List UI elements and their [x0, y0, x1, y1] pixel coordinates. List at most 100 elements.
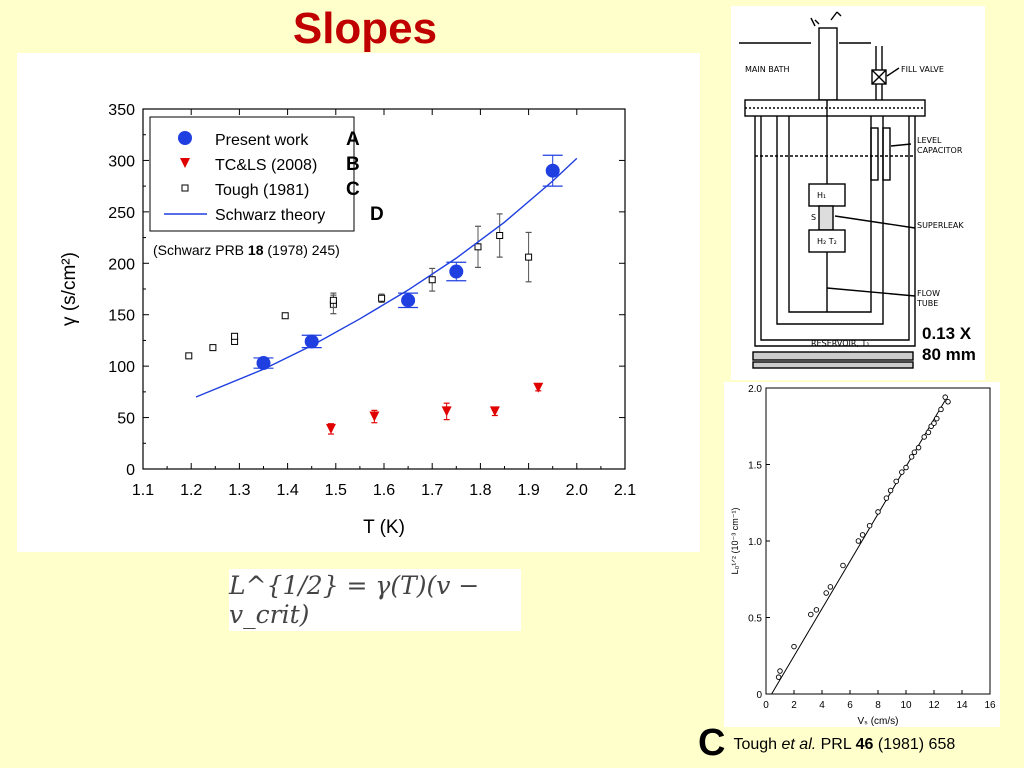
flow-y-tick-label: 0.5 [748, 614, 762, 625]
flow-data-point [899, 469, 905, 475]
flow-x-tick-label: 0 [763, 700, 769, 711]
data-point-square [474, 243, 482, 251]
slide-title: Slopes [292, 4, 438, 53]
flow-x-axis-label: Vₛ (cm/s) [858, 716, 899, 727]
data-point-square [428, 276, 436, 284]
y-tick-label: 300 [108, 153, 135, 170]
x-tick-label: 2.1 [614, 482, 636, 499]
flow-data-point [823, 590, 829, 596]
flow-chart: 0 2 4 6 8 10 12 14 16 0 0.5 1.0 1.5 2.0 Vₛ (cm/s) L₀¹ᐟ²… [730, 384, 996, 727]
label-h1: H₁ [817, 191, 826, 200]
flow-data-point [903, 464, 909, 471]
flow-y-tick-label: 2.0 [748, 384, 762, 395]
label-reservoir: RESERVOIR, T₁ [811, 339, 870, 348]
label-level: LEVEL [917, 136, 942, 145]
data-point-square [281, 312, 289, 320]
label-h2-t2: H₂ T₂ [817, 237, 837, 246]
legend-label: TC&LS (2008) [215, 157, 317, 174]
formula-box: L^{1/2} = γ(T)(v − v_crit) [229, 569, 521, 631]
flow-x-tick-label: 14 [956, 700, 968, 711]
label-tube: TUBE [916, 299, 938, 308]
y-tick-label: 350 [108, 102, 135, 119]
legend-marker [181, 184, 189, 192]
legend-label: Present work [215, 132, 309, 149]
data-point-square [329, 296, 337, 304]
flow-data-point [938, 406, 944, 413]
label-fill-valve: FILL VALVE [901, 65, 944, 74]
scale-label-line2: 80 mm [922, 345, 976, 364]
x-tick-label: 1.3 [228, 482, 250, 499]
flow-y-tick-label: 1.5 [748, 461, 762, 472]
x-tick-label: 1.1 [132, 482, 154, 499]
x-axis-label: T (K) [363, 517, 405, 538]
flow-data-point [855, 538, 862, 544]
flow-plot-frame [765, 387, 991, 695]
flow-data-point [893, 478, 899, 485]
flow-data-point [934, 415, 940, 422]
flow-chart-panel: 0 2 4 6 8 10 12 14 16 0 0.5 1.0 1.5 2.0 Vₛ (cm/s) L₀¹ᐟ²… [724, 382, 1000, 727]
schwarz-theory-line [195, 157, 578, 398]
y-tick-label: 100 [108, 359, 135, 376]
legend-tag: C [346, 179, 360, 200]
flow-data-point [866, 522, 873, 529]
y-tick-label: 250 [108, 205, 135, 222]
x-tick-label: 1.5 [325, 482, 347, 499]
data-point-square [496, 232, 504, 240]
data-point-square [209, 344, 217, 352]
label-main-bath: MAIN BATH [745, 65, 790, 74]
y-tick-label: 150 [108, 308, 135, 325]
main-chart-panel: 1.1 1.2 1.3 1.4 1.5 1.6 1.7 1.8 1.9 2.0 2.1 0 50 100 1… [17, 53, 700, 552]
flow-data-point [908, 454, 915, 460]
flow-data-point [911, 449, 918, 456]
legend-tag: A [346, 129, 360, 150]
label-flow: FLOW [917, 289, 940, 298]
flow-data-point [915, 444, 922, 451]
flow-data-point [875, 509, 881, 515]
data-point-square [378, 294, 386, 302]
x-tick-label: 1.9 [517, 482, 539, 499]
legend-label: Schwarz theory [215, 207, 325, 224]
data-point-square [231, 332, 239, 340]
flow-data-point [775, 674, 782, 680]
scale-label: 0.13 X 80 mm [922, 323, 976, 365]
flow-data-point [791, 643, 797, 650]
reference-volume: 18 [248, 242, 264, 258]
legend-marker [178, 131, 192, 145]
label-superleak: SUPERLEAK [917, 221, 964, 230]
flow-x-tick-label: 12 [928, 700, 940, 711]
data-point-square [525, 253, 533, 261]
x-tick-label: 1.4 [276, 482, 298, 499]
data-point-triangle [441, 406, 452, 417]
label-s: S [811, 213, 816, 222]
flow-x-tick-label: 4 [819, 700, 825, 711]
data-point-triangle [533, 382, 544, 393]
flow-data-point [925, 429, 932, 436]
data-point-circle [304, 334, 319, 349]
flow-y-axis-label: L₀¹ᐟ² (10⁻³ cm⁻¹) [730, 507, 740, 574]
flow-fit-line [771, 399, 946, 695]
flow-data-point [813, 607, 820, 613]
x-tick-label: 1.6 [373, 482, 395, 499]
data-point-circle [256, 356, 271, 371]
schwarz-reference: (Schwarz PRB 18 (1978) 245) [153, 242, 340, 258]
caption-letter: C [698, 722, 726, 764]
legend-tag: D [370, 204, 384, 225]
caption-rest: (1981) 658 [873, 736, 956, 753]
flow-data-point [942, 394, 948, 400]
caption-etal: et al. [781, 736, 817, 753]
flow-y-tick-label: 0 [756, 690, 762, 701]
flow-data-point [883, 495, 890, 501]
flow-data-point [931, 420, 937, 426]
legend-label: Tough (1981) [215, 182, 309, 199]
citation-caption: C Tough et al. PRL 46 (1981) 658 [698, 722, 955, 765]
data-point-triangle [369, 411, 380, 422]
caption-volume: 46 [855, 736, 874, 753]
flow-data-point [921, 434, 927, 440]
x-tick-label: 1.2 [180, 482, 202, 499]
flow-data-point [859, 532, 866, 538]
legend-tag: B [346, 154, 360, 175]
x-tick-label: 1.8 [469, 482, 491, 499]
data-point-circle [401, 293, 416, 308]
caption-journal: PRL [816, 736, 856, 753]
flow-x-tick-label: 6 [847, 700, 853, 711]
